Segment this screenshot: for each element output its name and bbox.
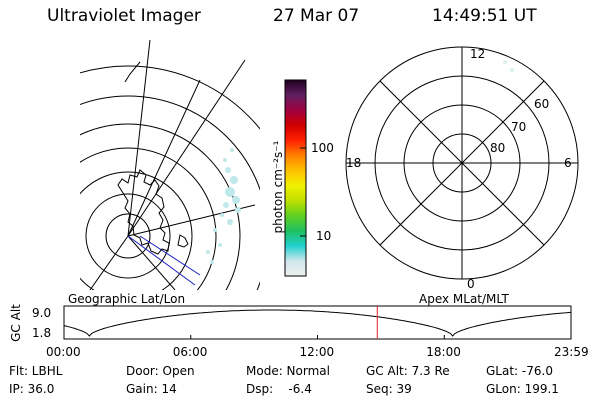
altitude-plot — [63, 305, 572, 340]
lat-circle — [80, 95, 260, 290]
footer-mode: Mode: Normal — [246, 364, 330, 378]
mlat-label-80: 80 — [490, 141, 506, 155]
altitude-xtick-label: 06:00 — [172, 345, 208, 359]
apex-panel-label: Apex MLat/MLT — [419, 292, 509, 306]
altitude-xtick-label: 18:00 — [426, 345, 461, 359]
footer-glat: GLat: -76.0 — [486, 364, 553, 378]
footer-filter: Flt: LBHL — [9, 364, 63, 378]
instrument-title: Ultraviolet Imager — [47, 6, 201, 26]
mlt-label-18: 18 — [346, 156, 362, 170]
mlt-label-0: 0 — [467, 277, 475, 291]
geographic-map — [80, 40, 260, 290]
lat-circle — [105, 213, 151, 259]
polar-emission — [503, 60, 514, 72]
mlat-label-60: 60 — [534, 97, 550, 111]
observation-time: 14:49:51 UT — [432, 6, 537, 26]
altitude-axis-label: GC Alt — [9, 304, 23, 342]
footer-glon: GLon: 199.1 — [486, 382, 559, 396]
altitude-curve — [63, 309, 572, 337]
lat-circle — [80, 65, 260, 130]
mlt-label-12: 12 — [470, 47, 486, 61]
altitude-ytick-min: 1.8 — [32, 326, 52, 340]
mlat-label-70: 70 — [511, 120, 527, 134]
footer-gain: Gain: 14 — [126, 382, 177, 396]
observation-date: 27 Mar 07 — [273, 6, 360, 26]
polar-plot — [345, 46, 579, 280]
altitude-ytick-max: 9.0 — [32, 306, 52, 320]
colorbar-tick-100: 100 — [311, 141, 334, 155]
footer-dsp: Dsp: -6.4 — [246, 382, 312, 396]
aurora-emission — [206, 148, 241, 264]
altitude-xtick-label: 23:59 — [554, 345, 589, 359]
footer-seq: Seq: 39 — [366, 382, 412, 396]
lat-circle — [85, 193, 171, 279]
lat-circle — [80, 147, 217, 290]
colorbar-tick-10: 10 — [316, 229, 332, 243]
footer-door: Door: Open — [126, 364, 195, 378]
footer-ip: IP: 36.0 — [9, 382, 55, 396]
lat-circle — [80, 171, 193, 290]
colorbar-unit-label: photon cm⁻²s⁻¹ — [271, 140, 285, 234]
mlt-label-6: 6 — [564, 156, 572, 170]
footer-gc-alt: GC Alt: 7.3 Re — [366, 364, 450, 378]
colorbar — [284, 79, 307, 277]
altitude-xtick-label: 00:00 — [46, 345, 81, 359]
lat-circle — [80, 123, 241, 290]
colorbar-fill — [284, 79, 307, 277]
coastline — [117, 61, 189, 255]
geographic-panel-label: Geographic Lat/Lon — [68, 292, 186, 306]
altitude-xtick-label: 12:00 — [299, 345, 335, 359]
